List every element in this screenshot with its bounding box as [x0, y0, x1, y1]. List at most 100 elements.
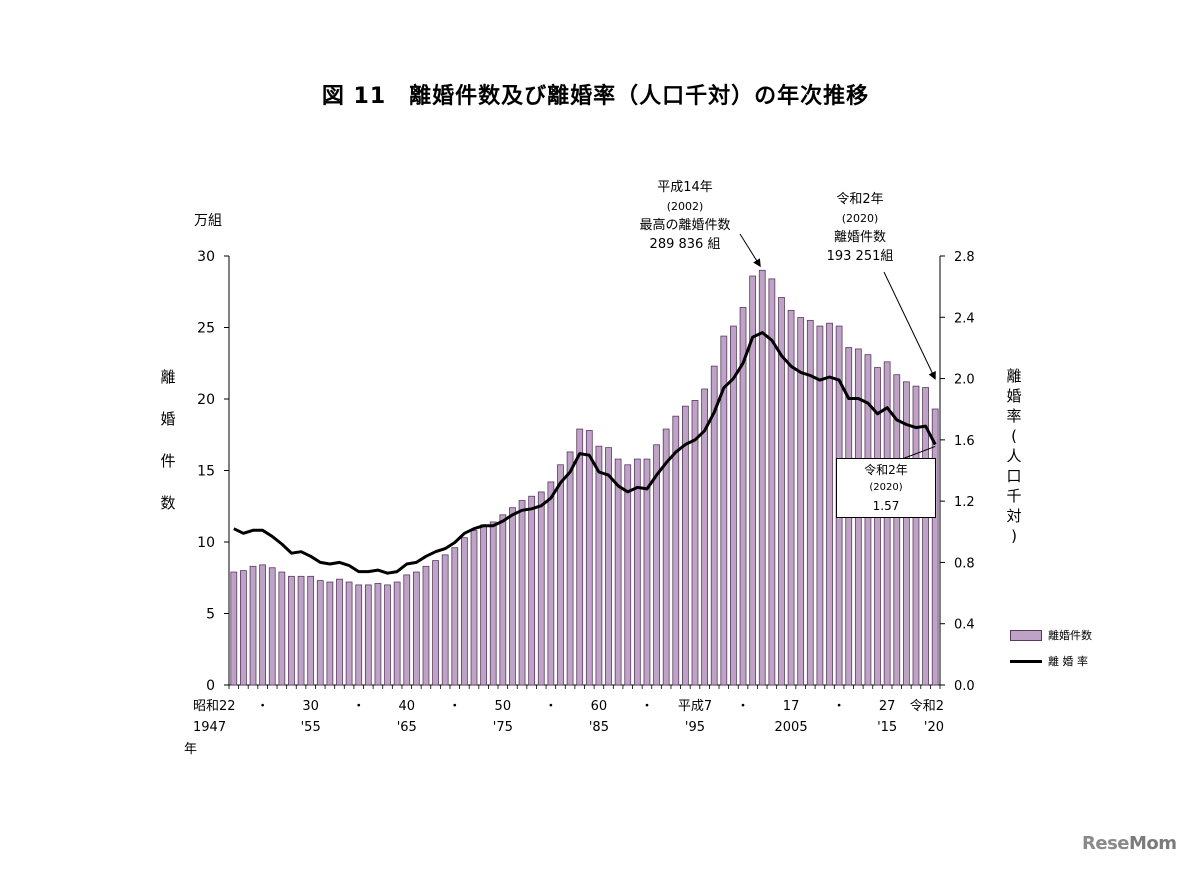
count-2020-arrow — [883, 271, 936, 380]
bar — [345, 581, 353, 686]
x-tick-label: 30 — [302, 699, 319, 714]
right-tick-label: 2.4 — [954, 311, 975, 326]
x-tick-sublabel: '65 — [397, 720, 417, 735]
x-tick-label: 50 — [495, 699, 512, 714]
bar — [230, 571, 238, 686]
peak-annotation-value: 289 836 組 — [649, 237, 721, 252]
x-tick-label: 60 — [591, 699, 608, 714]
bar — [739, 307, 747, 686]
right-axis-label: 離婚率 (人口千対) — [1004, 366, 1024, 546]
right-tick-label: 0.4 — [954, 618, 975, 633]
bar — [499, 514, 507, 686]
bar — [489, 521, 497, 686]
bar — [470, 530, 478, 686]
bar — [778, 297, 785, 686]
bar — [509, 507, 516, 686]
bar — [461, 537, 468, 686]
bar — [701, 388, 708, 686]
rate-2020-value: 1.57 — [872, 499, 900, 513]
bar — [259, 564, 267, 686]
count-2020-value: 193 251組 — [826, 249, 894, 264]
chart-title: 図 11 離婚件数及び離婚率（人口千対）の年次推移 — [321, 84, 870, 109]
x-tick-label: ・ — [256, 699, 269, 714]
bar — [316, 580, 324, 686]
left-tick-label: 25 — [197, 321, 215, 337]
resemom-logo: ReseMom — [1082, 833, 1177, 854]
bar — [768, 278, 776, 686]
legend-line-swatch — [1010, 659, 1042, 663]
right-axis-label-char: 対 — [1006, 507, 1022, 525]
rate-2020-era: 令和2年 — [864, 463, 908, 477]
bar — [422, 565, 430, 686]
left-tick-label: 10 — [197, 535, 215, 551]
bar — [374, 583, 382, 686]
x-tick-sublabel: '20 — [924, 720, 944, 735]
bar — [605, 447, 612, 686]
bar — [624, 464, 632, 686]
left-tick-label: 30 — [197, 249, 215, 265]
bar — [403, 574, 411, 686]
bar — [922, 387, 929, 686]
bar — [355, 584, 363, 686]
rate-2020-year: (2020) — [869, 482, 903, 493]
logo-part1: Rese — [1082, 833, 1130, 854]
right-axis-label-char: 率 — [1006, 407, 1022, 425]
count-2020-year: (2020) — [841, 212, 879, 225]
bar — [537, 491, 545, 686]
bar — [806, 319, 814, 686]
bar — [672, 415, 680, 686]
bar — [797, 317, 805, 686]
bar — [278, 571, 286, 686]
bar — [441, 554, 449, 686]
bar — [336, 578, 343, 686]
bar — [758, 269, 766, 686]
rate-2020-callout: 令和2年 (2020) 1.57 — [836, 458, 936, 518]
count-2020-annotation: 令和2年 (2020) 離婚件数 193 251組 — [800, 190, 920, 266]
peak-arrow — [739, 233, 761, 268]
bar — [912, 385, 920, 686]
x-tick-label: ・ — [352, 699, 365, 714]
bar — [720, 335, 728, 686]
bar — [326, 581, 334, 686]
bar — [249, 565, 257, 686]
bar — [691, 400, 699, 686]
bar — [682, 405, 689, 686]
bar — [614, 458, 622, 686]
bar — [710, 365, 718, 686]
right-axis-label-char: ( — [1011, 427, 1017, 445]
x-axis-year-label: 年 — [184, 742, 198, 757]
bar — [864, 354, 872, 686]
legend-bar-swatch — [1010, 629, 1042, 641]
x-tick-sublabel: '95 — [685, 720, 705, 735]
x-tick-label: 令和2 — [910, 699, 944, 714]
bar — [893, 374, 901, 686]
bar — [874, 367, 881, 686]
bar — [585, 430, 593, 686]
right-axis-label-char: 婚 — [1006, 387, 1022, 405]
bar — [393, 581, 401, 686]
right-tick-label: 2.8 — [954, 250, 975, 265]
left-axis-label: 離婚件数 — [158, 356, 178, 524]
right-tick-label: 0.0 — [954, 679, 975, 694]
left-axis-label-char: 婚 — [160, 410, 176, 428]
bar — [662, 428, 670, 686]
x-tick-label: ・ — [833, 699, 846, 714]
bar — [595, 445, 603, 686]
legend-line-label: 離 婚 率 — [1048, 655, 1088, 668]
bar — [528, 495, 536, 686]
bar — [307, 575, 315, 686]
bar — [730, 325, 737, 686]
peak-annotation: 平成14年 (2002) 最高の離婚件数 289 836 組 — [610, 178, 760, 254]
right-axis-label-char: ) — [1011, 527, 1017, 545]
bar — [432, 560, 439, 686]
right-axis-label-char: 千 — [1006, 487, 1022, 505]
peak-annotation-year: (2002) — [666, 200, 704, 213]
right-tick-label: 0.8 — [954, 556, 975, 571]
bar — [653, 444, 660, 686]
x-tick-label: ・ — [640, 699, 653, 714]
x-tick-label: 40 — [398, 699, 415, 714]
right-axis-label-char: 離 — [1006, 367, 1022, 385]
bar — [412, 571, 420, 686]
x-tick-label: 平成7 — [678, 699, 712, 714]
bar — [576, 428, 584, 686]
